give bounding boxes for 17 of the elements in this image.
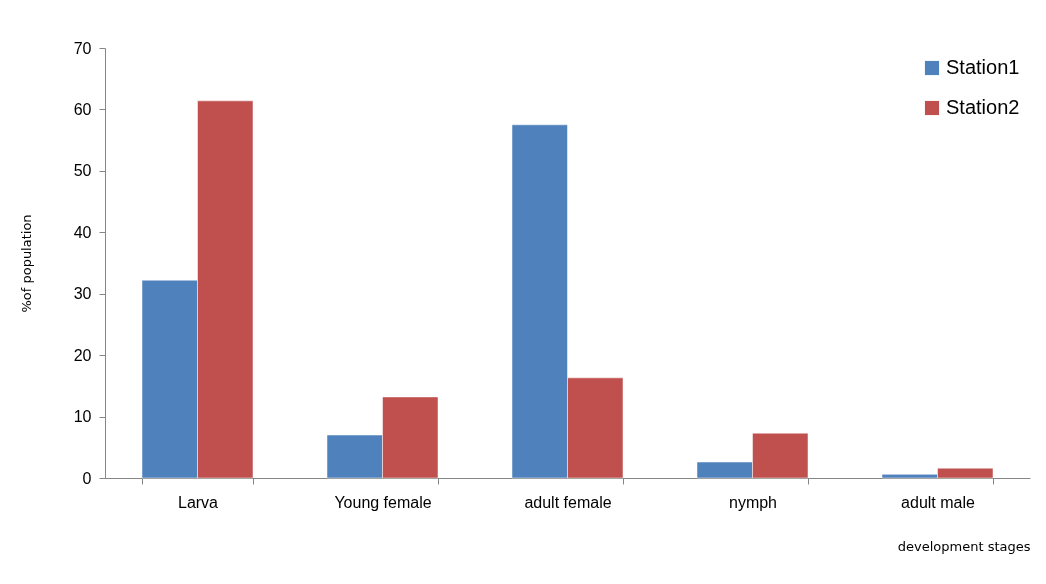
y-tick-label: 60 — [73, 100, 92, 118]
y-axis-title: %of population — [18, 214, 34, 313]
y-tick-label: 50 — [73, 162, 92, 180]
x-axis-title: development stages — [897, 538, 1031, 554]
x-tick-label: adult male — [901, 493, 976, 511]
x-tick-label: Young female — [334, 493, 432, 511]
y-tick-label: 70 — [73, 39, 92, 57]
legend-label: Station1 — [946, 56, 1020, 78]
y-tick-label: 20 — [73, 346, 92, 364]
x-tick-label: adult female — [524, 493, 612, 511]
legend-label: Station2 — [946, 96, 1020, 118]
x-tick-label: Larva — [177, 493, 219, 511]
y-tick-label: 10 — [73, 408, 92, 426]
y-tick-label: 40 — [73, 223, 92, 241]
y-tick-label: 0 — [82, 469, 92, 487]
y-tick-label: 30 — [73, 285, 92, 303]
x-tick-label: nymph — [728, 493, 778, 511]
